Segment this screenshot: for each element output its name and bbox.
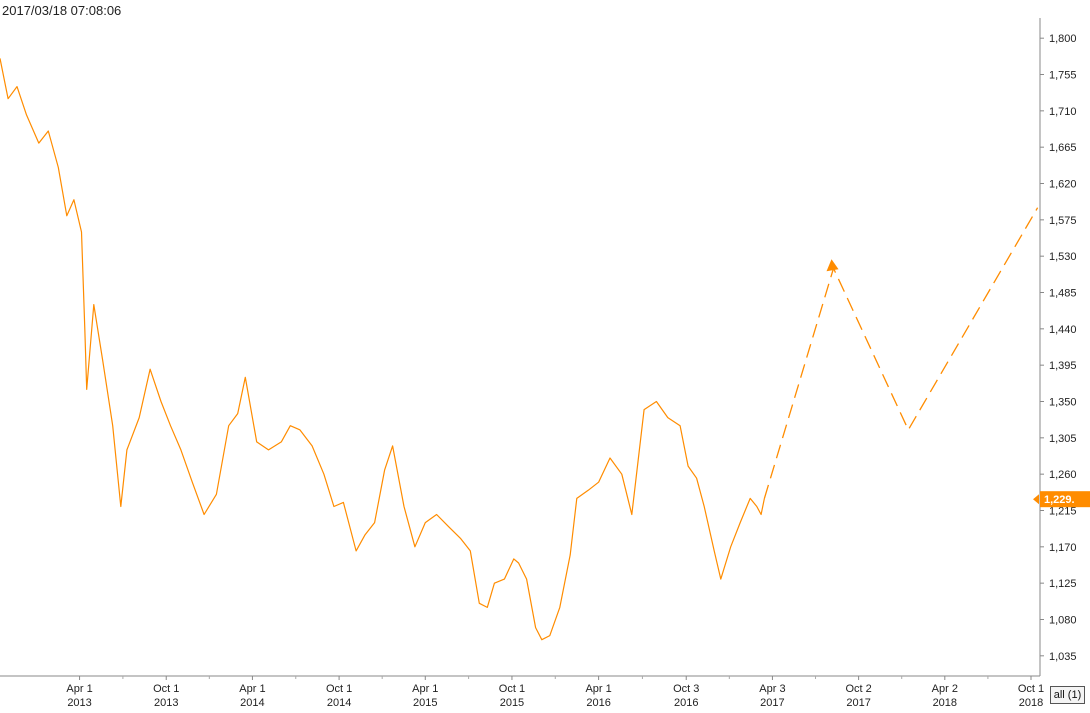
price-series-line [0,58,765,641]
y-tick-label: 1,665 [1049,142,1077,154]
x-tick-label-month: Apr 1 [239,683,265,695]
y-tick-label: 1,575 [1049,215,1077,227]
x-tick-label-year: 2013 [67,697,91,709]
x-tick-label-month: Apr 2 [932,683,958,695]
y-axis: 1,035 1,080 1,125 1,170 1,215 1,260 1,305 1,350… [1040,33,1077,663]
x-tick-label-month: Oct 1 [1018,683,1044,695]
x-tick-label-year: 2018 [1019,697,1043,709]
x-tick-label-year: 2016 [586,697,610,709]
forecast-dashed-line [763,207,1039,499]
last-price-marker: 1,229. [1033,491,1090,508]
x-tick-label-month: Apr 3 [759,683,785,695]
y-tick-label: 1,530 [1049,251,1077,263]
last-price-label: 1,229. [1044,494,1075,506]
x-tick-label-year: 2015 [413,697,437,709]
x-tick-label-year: 2018 [933,697,957,709]
forecast-arrowhead [826,259,839,272]
y-tick-label: 1,080 [1049,614,1077,626]
y-tick-label: 1,755 [1049,70,1077,82]
y-tick-label: 1,620 [1049,179,1077,191]
x-tick-label-year: 2016 [674,697,698,709]
x-tick-label-month: Apr 1 [585,683,611,695]
x-tick-label-year: 2014 [327,697,351,709]
y-tick-label: 1,170 [1049,542,1077,554]
x-tick-label-month: Apr 1 [66,683,92,695]
x-tick-label-year: 2015 [500,697,524,709]
y-tick-label: 1,125 [1049,578,1077,590]
y-tick-label: 1,710 [1049,106,1077,118]
y-tick-label: 1,395 [1049,360,1077,372]
x-tick-label-month: Oct 1 [499,683,525,695]
plot-frame [0,18,1041,677]
x-tick-label-month: Oct 3 [673,683,699,695]
x-tick-label-month: Oct 1 [153,683,179,695]
x-tick-label-month: Apr 1 [412,683,438,695]
y-tick-label: 1,035 [1049,651,1077,663]
x-tick-label-month: Oct 1 [326,683,352,695]
chart-timestamp: 2017/03/18 07:08:06 [2,3,122,18]
x-tick-label-year: 2017 [760,697,784,709]
x-tick-label-year: 2014 [240,697,264,709]
last-price-pointer [1033,494,1039,505]
y-tick-label: 1,305 [1049,433,1077,445]
y-tick-label: 1,215 [1049,505,1077,517]
y-tick-label: 1,260 [1049,469,1077,481]
x-tick-label-year: 2017 [846,697,870,709]
x-tick-label-year: 2013 [154,697,178,709]
y-tick-label: 1,350 [1049,396,1077,408]
series-layer [0,58,1039,641]
last-price-box [1040,491,1090,508]
y-tick-label: 1,800 [1049,33,1077,45]
range-all-button[interactable]: all (1) [1050,686,1085,704]
x-tick-label-month: Oct 2 [845,683,871,695]
x-axis: Apr 1 2013 Oct 1 2013 Apr 1 2014 Oct 1 2014 Apr … [66,676,1044,709]
y-tick-label: 1,440 [1049,324,1077,336]
y-tick-label: 1,485 [1049,288,1077,300]
